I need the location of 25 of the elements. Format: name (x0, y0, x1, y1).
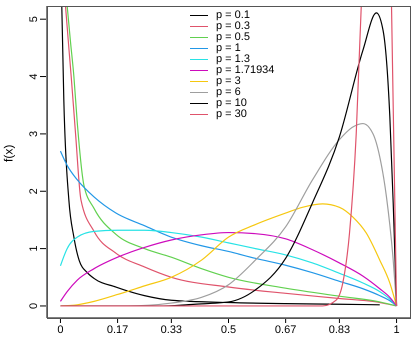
y-tick-label: 4 (28, 73, 40, 80)
legend-label: p = 0.5 (216, 31, 250, 43)
x-tick-label: 0 (57, 324, 64, 336)
legend-label: p = 30 (216, 108, 247, 120)
line-series (60, 150, 398, 307)
y-tick-label: 2 (28, 188, 40, 194)
legend-label: p = 0.3 (216, 20, 250, 32)
legend-label: p = 1 (216, 42, 241, 54)
legend-label: p = 0.1 (216, 9, 250, 21)
y-tick-label: 1 (28, 246, 40, 252)
y-tick-label: 5 (28, 16, 40, 22)
legend-label: p = 3 (216, 75, 241, 87)
x-tick-label: 0.5 (220, 324, 236, 336)
x-tick-label: 0.67 (274, 324, 296, 336)
legend-label: p = 1.71934 (216, 64, 274, 76)
legend-label: p = 1.3 (216, 53, 250, 65)
y-tick-label: 3 (28, 130, 40, 137)
x-tick-label: 0.83 (328, 324, 350, 336)
y-axis-title: f(x) (1, 144, 16, 162)
x-tick-label: 0.17 (106, 324, 128, 336)
x-tick-label: 1 (393, 324, 400, 336)
x-tick-label: 0.33 (160, 324, 182, 336)
legend-label: p = 6 (216, 86, 241, 98)
y-tick-label: 0 (28, 302, 40, 310)
legend-label: p = 10 (216, 97, 247, 109)
